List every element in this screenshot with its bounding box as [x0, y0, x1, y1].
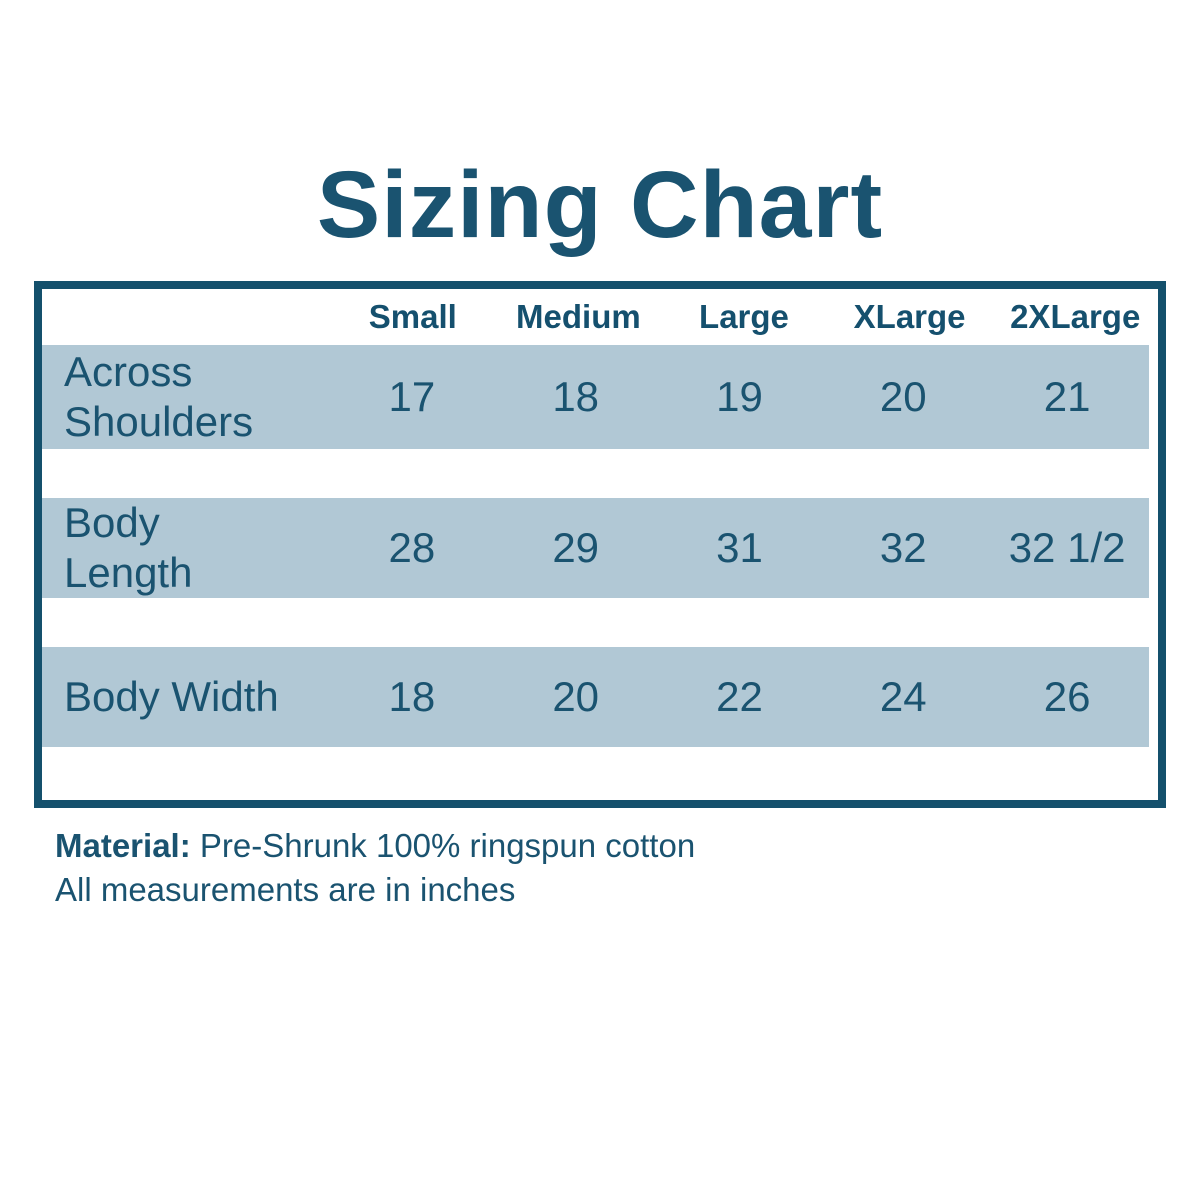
cell-value: 32 1/2	[1008, 524, 1126, 571]
sizing-table: Small Medium Large XLarge 2XLarge Across…	[34, 281, 1166, 808]
table-header-row: Small Medium Large XLarge 2XLarge	[42, 289, 1158, 345]
table-row-body-length: Body Length 28 29 31 32 32 1/2	[42, 498, 1149, 598]
cell-value: 20	[552, 673, 600, 720]
cell-value: 20	[879, 373, 927, 420]
cell-value: 32	[879, 524, 927, 571]
column-header-large: Large	[699, 298, 789, 335]
column-header-xlarge: XLarge	[853, 298, 966, 335]
cell-value: 19	[716, 373, 763, 420]
footer-notes: Material: Pre-Shrunk 100% ringspun cotto…	[55, 824, 1200, 911]
material-value: Pre-Shrunk 100% ringspun cotton	[199, 827, 696, 864]
row-label: Body Width	[64, 673, 279, 721]
column-header-medium: Medium	[516, 298, 641, 335]
table-row-across-shoulders: Across Shoulders 17 18 19 20 21	[42, 345, 1149, 449]
cell-value: 21	[1043, 373, 1091, 420]
cell-value: 28	[388, 524, 436, 571]
cell-value: 26	[1043, 673, 1091, 720]
cell-value: 17	[388, 373, 436, 420]
material-label: Material:	[55, 827, 191, 864]
measurements-note: All measurements are in inches	[55, 870, 516, 908]
cell-value: 31	[716, 524, 763, 571]
cell-value: 29	[552, 524, 600, 571]
row-spacer	[42, 598, 1158, 647]
cell-value: 18	[388, 673, 436, 720]
page-title: Sizing Chart	[316, 152, 884, 258]
table-row-body-width: Body Width 18 20 22 24 26	[42, 647, 1149, 747]
cell-value: 24	[879, 673, 927, 720]
row-spacer	[42, 449, 1158, 498]
row-label: Body Length	[64, 499, 193, 596]
cell-value: 22	[716, 673, 763, 720]
material-line: Material: Pre-Shrunk 100% ringspun cotto…	[55, 824, 1200, 868]
row-spacer-bottom	[42, 747, 1158, 800]
column-header-small: Small	[368, 298, 457, 335]
cell-value: 18	[552, 373, 600, 420]
row-label: Across Shoulders	[64, 348, 254, 445]
column-header-2xlarge: 2XLarge	[1010, 298, 1141, 335]
